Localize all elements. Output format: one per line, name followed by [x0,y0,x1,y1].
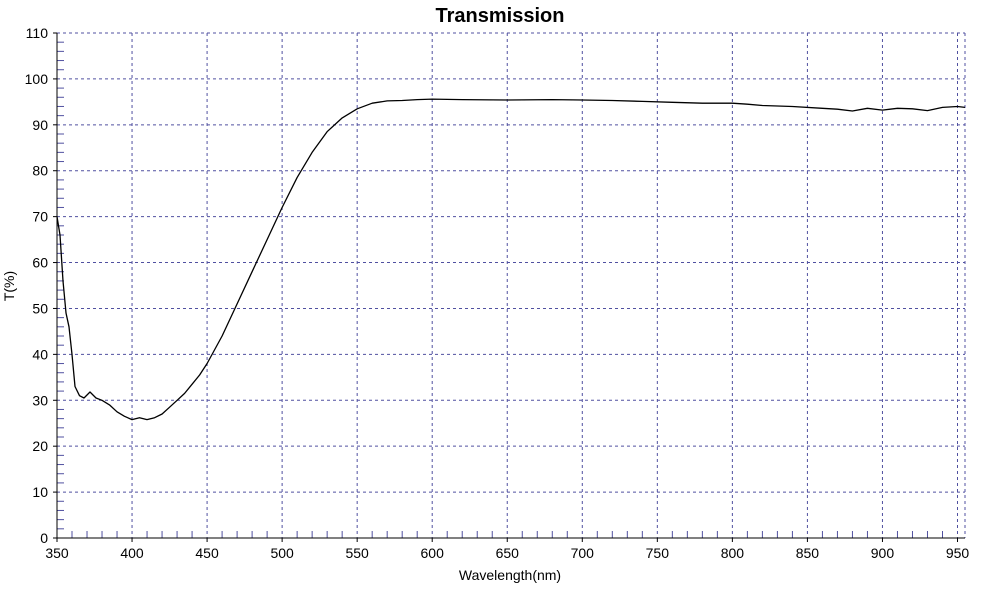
y-tick-label: 60 [32,255,48,271]
y-tick-label: 110 [26,25,49,41]
x-tick-label: 550 [345,545,369,561]
x-tick-label: 800 [721,545,745,561]
x-tick-label: 400 [120,545,144,561]
y-tick-label: 10 [32,484,48,500]
y-axis-label: T(%) [1,271,17,301]
y-tick-label: 70 [32,209,48,225]
x-tick-labels: 350 400 450 500 550 600 650 700 750 800 850 900 950 [45,545,969,561]
series-layer [56,98,966,421]
x-tick-label: 650 [496,545,520,561]
x-tick-label: 750 [646,545,670,561]
x-axis-label: Wavelength(nm) [459,567,561,583]
y-tick-label: 100 [25,71,49,87]
plot-background [57,33,965,538]
x-tick-label: 900 [871,545,895,561]
x-tick-label: 600 [421,545,445,561]
x-tick-label: 700 [571,545,595,561]
y-tick-label: 90 [32,117,48,133]
y-tick-label: 20 [32,438,48,454]
y-tick-label: 30 [32,392,48,408]
x-tick-label: 500 [270,545,294,561]
y-tick-label: 0 [40,530,48,546]
x-tick-label: 950 [946,545,970,561]
series-line [56,98,966,421]
y-tick-label: 40 [32,346,48,362]
chart-title: Transmission [436,5,565,27]
grid-lines [57,32,966,538]
x-tick-label: 350 [45,545,69,561]
y-tick-label: 50 [32,300,48,316]
minor-ticks [57,41,943,538]
x-tick-label: 850 [796,545,820,561]
plot-axes [53,32,965,542]
y-tick-labels: 0 10 20 30 40 50 60 70 80 90 100 110 [25,25,49,546]
x-tick-label: 450 [195,545,219,561]
y-tick-label: 80 [32,163,48,179]
